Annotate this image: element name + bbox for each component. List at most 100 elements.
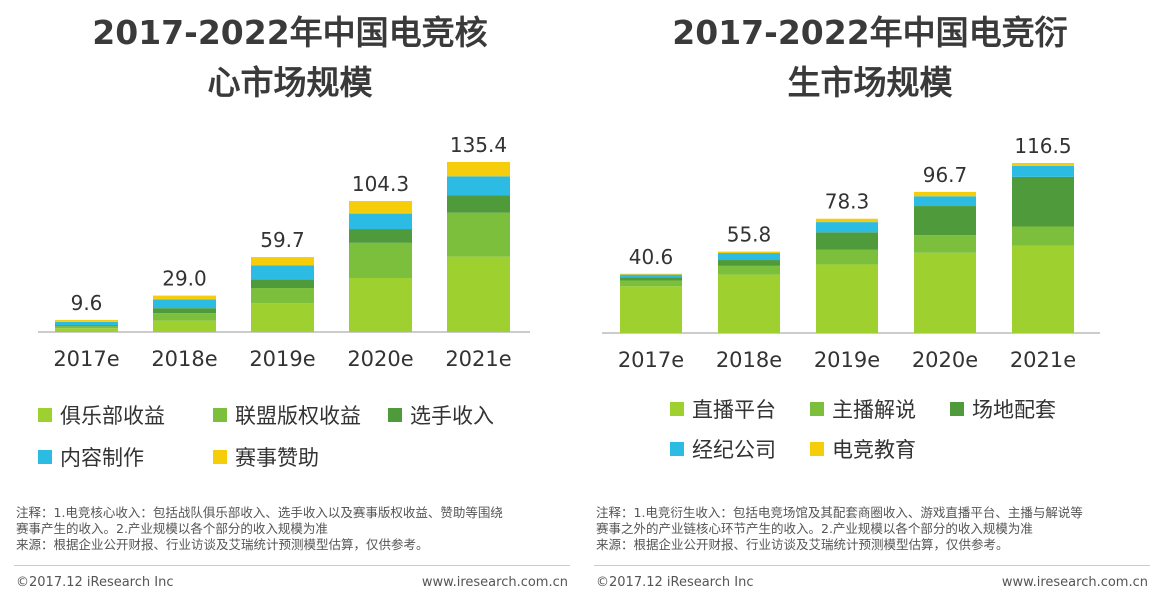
bar-segment-5 bbox=[1012, 163, 1074, 166]
legend-label: 赛事赞助 bbox=[235, 446, 319, 470]
bar-segment-5 bbox=[55, 319, 118, 322]
chart-title: 2017-2022年中国电竞核 心市场规模 bbox=[0, 8, 580, 108]
bar-segment-3 bbox=[620, 277, 682, 281]
bar-segment-4 bbox=[447, 176, 510, 196]
legend-swatch bbox=[950, 402, 964, 416]
note-line: 来源：根据企业公开财报、行业访谈及艾瑞统计预测模型估算，仅供参考。 bbox=[16, 537, 429, 552]
bar-segment-2 bbox=[718, 265, 780, 275]
legend-label: 选手收入 bbox=[410, 404, 494, 428]
core-market-chart: 9.6 2017e 29.0 2018e 59.7 2019e 104.3 2020e 135.… bbox=[38, 133, 530, 371]
derivative-market-panel: 2017-2022年中国电竞衍 生市场规模 40.6 2017e 55.8 2018e… bbox=[580, 0, 1159, 599]
bar-segment-5 bbox=[251, 257, 314, 266]
chart-title: 2017-2022年中国电竞衍 生市场规模 bbox=[580, 8, 1159, 108]
x-tick-label: 2021e bbox=[1010, 348, 1076, 372]
chart-title-line-1: 2017-2022年中国电竞衍 bbox=[672, 13, 1068, 52]
bar-segment-1 bbox=[1012, 245, 1074, 333]
note-line: 注释：1.电竞核心收入：包括战队俱乐部收入、选手收入以及赛事版权收益、赞助等围绕 bbox=[16, 505, 503, 520]
legend-swatch bbox=[670, 442, 684, 456]
legend-item-venue: 场地配套 bbox=[950, 394, 1056, 424]
bar-segment-3 bbox=[447, 195, 510, 213]
chart-title-line-1: 2017-2022年中国电竞核 bbox=[92, 13, 488, 52]
legend-item-league-rights: 联盟版权收益 bbox=[213, 400, 361, 430]
x-tick-label: 2019e bbox=[814, 348, 880, 372]
derivative-market-chart: 40.6 2017e 55.8 2018e 78.3 2019e 96.7 2020e 116.… bbox=[602, 134, 1100, 372]
bar-segment-3 bbox=[349, 229, 412, 243]
data-label: 78.3 bbox=[825, 190, 870, 214]
legend-item-live-platform: 直播平台 bbox=[670, 394, 776, 424]
bar-segment-1 bbox=[251, 303, 314, 332]
legend-swatch bbox=[213, 450, 227, 464]
bar-segment-3 bbox=[153, 308, 216, 314]
legend-swatch bbox=[38, 450, 52, 464]
legend-item-player-income: 选手收入 bbox=[388, 400, 494, 430]
x-tick-label: 2020e bbox=[347, 347, 413, 371]
bar-segment-5 bbox=[620, 273, 682, 275]
legend-swatch bbox=[213, 408, 227, 422]
bar-segment-4 bbox=[1012, 165, 1074, 177]
legend-label: 电竞教育 bbox=[832, 438, 916, 462]
bar-segment-4 bbox=[914, 196, 976, 207]
data-label: 29.0 bbox=[162, 267, 207, 291]
bar-segment-4 bbox=[55, 321, 118, 326]
bar-segment-2 bbox=[153, 313, 216, 321]
bar-segment-2 bbox=[816, 249, 878, 265]
bar-segment-4 bbox=[153, 299, 216, 309]
chart-notes: 注释：1.电竞核心收入：包括战队俱乐部收入、选手收入以及赛事版权收益、赞助等围绕… bbox=[16, 505, 576, 553]
legend-swatch bbox=[388, 408, 402, 422]
bar-segment-2 bbox=[620, 280, 682, 287]
bar-segment-3 bbox=[251, 279, 314, 289]
bar-segment-2 bbox=[914, 235, 976, 253]
website-link[interactable]: www.iresearch.com.cn bbox=[421, 575, 568, 590]
data-label: 104.3 bbox=[352, 172, 409, 196]
bar-segment-5 bbox=[816, 218, 878, 223]
chart-title-line-2: 生市场规模 bbox=[787, 63, 953, 102]
legend-label: 主播解说 bbox=[832, 398, 916, 422]
copyright: ©2017.12 iResearch Inc bbox=[596, 575, 754, 590]
bar-segment-1 bbox=[914, 252, 976, 333]
bar-segment-4 bbox=[349, 213, 412, 230]
legend-label: 经纪公司 bbox=[692, 438, 776, 462]
bar-segment-2 bbox=[1012, 226, 1074, 246]
website-link[interactable]: www.iresearch.com.cn bbox=[1001, 575, 1148, 590]
bar-segment-4 bbox=[816, 222, 878, 233]
bar-segment-4 bbox=[718, 253, 780, 261]
x-tick-label: 2021e bbox=[445, 347, 511, 371]
bar-segment-3 bbox=[914, 206, 976, 236]
footer-divider bbox=[14, 565, 570, 566]
bar-segment-1 bbox=[718, 274, 780, 333]
legend-item-agency: 经纪公司 bbox=[670, 434, 776, 464]
x-tick-label: 2019e bbox=[249, 347, 315, 371]
legend-label: 场地配套 bbox=[972, 398, 1056, 422]
bar-segment-5 bbox=[153, 295, 216, 300]
bar-segment-3 bbox=[1012, 176, 1074, 227]
data-label: 135.4 bbox=[450, 133, 507, 157]
bar-segment-1 bbox=[620, 286, 682, 333]
x-tick-label: 2020e bbox=[912, 348, 978, 372]
data-label: 40.6 bbox=[629, 245, 674, 269]
legend-item-content: 内容制作 bbox=[38, 442, 144, 472]
note-line: 赛事产生的收入。2.产业规模以各个部分的收入规模为准 bbox=[16, 521, 328, 536]
footer-divider bbox=[594, 565, 1150, 566]
legend-label: 俱乐部收益 bbox=[60, 404, 165, 428]
bar-segment-3 bbox=[816, 232, 878, 250]
legend-swatch bbox=[810, 442, 824, 456]
bar-segment-4 bbox=[251, 265, 314, 280]
bar-segment-2 bbox=[55, 326, 118, 329]
bar-segment-5 bbox=[718, 251, 780, 254]
bar-segment-5 bbox=[349, 201, 412, 214]
legend-item-club: 俱乐部收益 bbox=[38, 400, 165, 430]
chart-title-line-2: 心市场规模 bbox=[207, 63, 373, 102]
bar-segment-1 bbox=[55, 328, 118, 332]
bar-segment-3 bbox=[718, 260, 780, 266]
legend-swatch bbox=[810, 402, 824, 416]
bar-segment-3 bbox=[55, 325, 118, 327]
bar-segment-1 bbox=[349, 278, 412, 332]
note-line: 赛事之外的产业链核心环节产生的收入。2.产业规模以各个部分的收入规模为准 bbox=[596, 521, 1033, 536]
note-line: 注释：1.电竞衍生收入：包括电竞场馆及其配套商圈收入、游戏直播平台、主播与解说等 bbox=[596, 505, 1083, 520]
x-tick-label: 2017e bbox=[618, 348, 684, 372]
legend-item-sponsorship: 赛事赞助 bbox=[213, 442, 319, 472]
bar-segment-5 bbox=[914, 191, 976, 197]
bar-segment-1 bbox=[816, 264, 878, 333]
note-line: 来源：根据企业公开财报、行业访谈及艾瑞统计预测模型估算，仅供参考。 bbox=[596, 537, 1009, 552]
legend-item-streamer: 主播解说 bbox=[810, 394, 916, 424]
